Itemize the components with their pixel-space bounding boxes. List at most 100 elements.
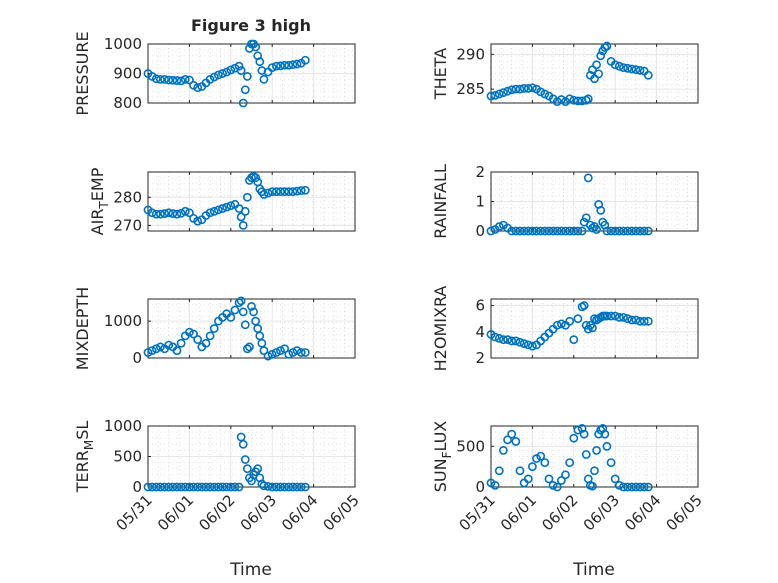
data-point [284,60,294,70]
data-point [639,226,649,236]
data-point [507,429,517,439]
data-point [259,75,269,84]
y-tick-label: 280 [113,188,142,206]
data-point [151,209,161,219]
data-point [519,84,529,93]
subplot-6: 2 4 6 H2OMIXRA [431,286,699,372]
data-point [151,74,161,84]
data-point [583,173,593,183]
y-tick-label: 0 [132,349,142,367]
data-point [209,72,219,82]
data-point [639,482,649,492]
y-tick-label: 900 [113,65,142,83]
data-point [176,338,186,348]
data-point [614,226,624,236]
data-point [540,89,550,99]
data-point [267,482,277,492]
data-point [209,206,219,216]
data-point [577,424,587,433]
data-point [606,458,616,467]
data-point [176,208,186,218]
data-point [643,316,653,326]
data-point [635,316,645,326]
data-point [276,187,285,197]
data-point [507,85,517,95]
data-point [588,481,597,491]
data-points [486,301,653,351]
x-tick-label: 06/02 [538,491,581,534]
x-tick-label: 06/03 [580,491,623,534]
data-point [579,429,589,439]
data-point [596,51,606,61]
data-point [519,226,529,236]
data-point [226,482,236,492]
data-point [164,208,174,218]
data-point [238,98,248,108]
data-point [511,84,521,94]
data-point [569,95,579,105]
data-point [238,307,248,317]
x-tick-label: 06/04 [621,491,664,534]
data-point [296,482,306,492]
data-point [643,482,653,492]
y-axis-label: TERRMSL [73,421,96,494]
y-tick-label: 1000 [104,35,142,53]
data-point [561,226,570,236]
data-point [515,466,525,476]
y-axis-label: THETA [431,48,450,100]
data-point [643,226,653,236]
data-point [565,458,575,467]
data-point [610,60,620,70]
data-point [263,481,273,491]
data-point [573,226,583,236]
data-point [236,296,246,306]
data-point [565,94,575,104]
data-point [614,480,624,490]
data-point [284,482,294,492]
axes-box [490,298,699,359]
data-point [240,455,250,464]
data-point [147,346,157,356]
data-point [251,173,261,183]
data-point [515,337,525,347]
data-point [573,314,583,324]
data-point [238,439,248,449]
data-point [635,482,645,492]
data-points [143,296,310,361]
data-point [592,225,601,234]
data-point [193,335,203,344]
y-axis-label: MIXDEPTH [73,287,92,370]
data-point [486,91,496,101]
data-point [627,226,637,236]
data-point [581,213,591,223]
y-tick-label: 800 [113,94,142,112]
data-point [276,482,285,492]
data-point [523,226,533,236]
x-tick-label: 06/04 [278,491,321,534]
data-point [276,346,285,356]
data-point [528,462,537,472]
data-point [184,482,194,492]
data-point [556,226,566,236]
subplot-2: 285 290 THETA [431,41,699,107]
data-point [218,204,227,213]
data-point [236,212,246,222]
y-tick-label: 0 [475,478,485,496]
data-point [180,75,190,84]
data-point [147,208,157,218]
data-point [230,305,240,315]
x-tick-label: 06/01 [154,491,197,534]
data-point [184,75,194,85]
data-point [515,226,525,236]
y-axis-label: H2OMIXRA [431,286,450,372]
data-point [160,209,169,218]
y-tick-label: 0 [475,222,485,240]
y-tick-label: 2 [475,349,485,367]
data-point [280,344,290,354]
data-point [172,209,182,219]
y-tick-label: 2 [475,163,485,181]
x-tick-label: 06/03 [237,491,280,534]
data-point [499,445,508,455]
